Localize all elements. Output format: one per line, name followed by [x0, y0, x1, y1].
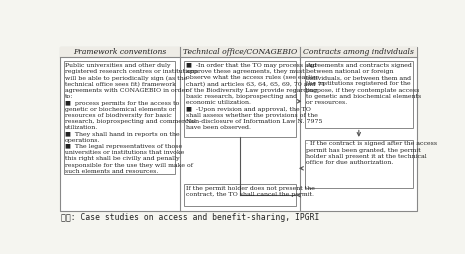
- Bar: [305, 61, 413, 128]
- Text: Agreements and contracts signed
between national or foreign
individuals, or betw: Agreements and contracts signed between …: [306, 63, 421, 105]
- Text: Public universities and other duly
registered research centres or institutions
w: Public universities and other duly regis…: [65, 63, 198, 174]
- Text: · If the contract is signed after the access
permit has been granted, the permit: · If the contract is signed after the ac…: [306, 141, 437, 165]
- Text: ■  -In order that the TO may process and
approve these agreements, they must
obs: ■ -In order that the TO may process and …: [186, 63, 326, 130]
- Text: Contracts among individuals: Contracts among individuals: [303, 48, 414, 56]
- Text: If the permit holder does not present the
contract, the TO shall cancel the perm: If the permit holder does not present th…: [186, 186, 315, 197]
- Bar: [185, 61, 296, 137]
- Text: 자료: Case studies on access and benefit-sharing, IPGRI: 자료: Case studies on access and benefit-s…: [61, 213, 319, 222]
- Bar: [185, 184, 296, 206]
- Bar: [305, 140, 413, 187]
- Bar: [60, 47, 417, 211]
- Bar: [60, 47, 417, 57]
- Bar: [64, 61, 175, 174]
- Text: Technical office/CONAGEBIO: Technical office/CONAGEBIO: [183, 48, 297, 56]
- Text: Framework conventions: Framework conventions: [73, 48, 166, 56]
